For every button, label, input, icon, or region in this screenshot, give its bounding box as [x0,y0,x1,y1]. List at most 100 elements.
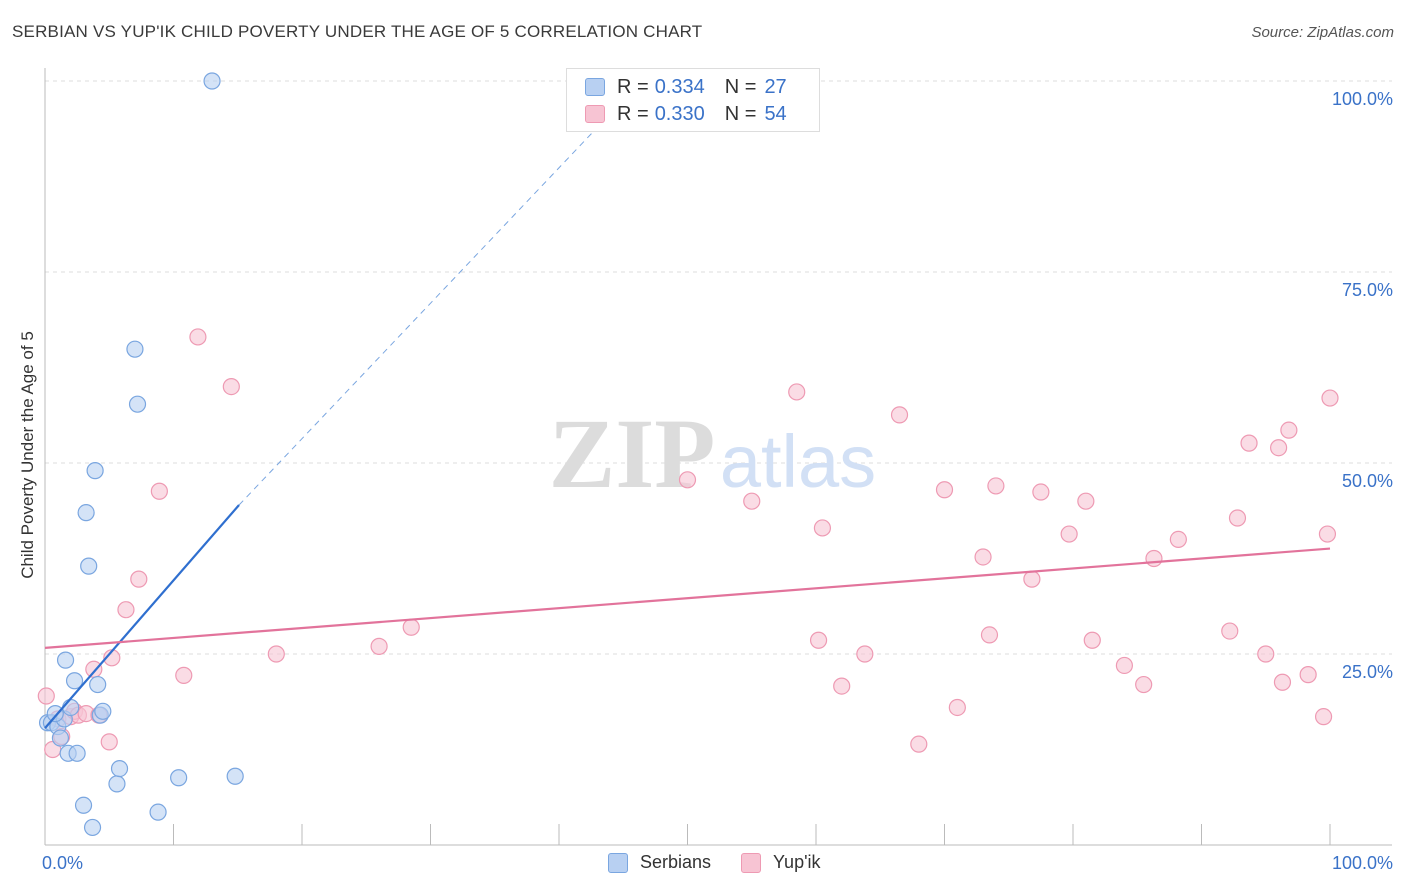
point-yupik-35[interactable] [1023,570,1041,588]
point-yupik-27[interactable] [856,645,874,663]
point-yupik-21[interactable] [678,471,697,489]
point-yupik-40[interactable] [1115,656,1134,675]
point-serbians-17[interactable] [94,702,112,720]
source-label: Source: ZipAtlas.com [1251,24,1394,41]
tick-label-layer: 25.0% 50.0% 75.0% 100.0% 0.0% 100.0% [42,89,1393,873]
point-yupik-0[interactable] [37,687,55,705]
bottom-legend-swatch-serbians [608,852,628,873]
legend-n-value-yupik: 54 [764,102,787,125]
point-yupik-30[interactable] [935,481,954,499]
trendline-yupik [44,547,1331,649]
point-serbians-7[interactable] [62,698,80,717]
bottom-legend-swatch-yupik [741,852,762,873]
point-yupik-28[interactable] [890,406,909,424]
chart-title: SERBIAN VS YUP'IK CHILD POVERTY UNDER TH… [12,22,703,41]
point-yupik-10[interactable] [100,733,118,751]
point-serbians-20[interactable] [126,340,144,358]
point-yupik-15[interactable] [175,666,193,684]
legend-n-label: N = [724,102,757,125]
point-yupik-32[interactable] [974,548,992,566]
point-serbians-10[interactable] [74,796,93,814]
bottom-legend-label-serbians: Serbians [640,852,712,872]
legend-box: R = 0.334 N = 27 R = 0.330 N = 54 [566,68,820,132]
point-serbians-3[interactable] [51,729,70,747]
point-yupik-29[interactable] [910,735,928,753]
point-yupik-17[interactable] [222,378,240,396]
point-serbians-5[interactable] [56,651,75,669]
legend-r-value-yupik: 0.330 [654,102,705,125]
x-tick-label-min: 0.0% [42,853,83,873]
point-yupik-37[interactable] [1060,525,1078,543]
bottom-legend-yupik: Yup'ik [741,852,821,873]
point-yupik-23[interactable] [788,383,806,401]
watermark-atlas: atlas [720,420,876,503]
point-yupik-14[interactable] [150,482,168,500]
point-yupik-46[interactable] [1240,434,1258,452]
points-layer [37,72,1339,837]
bottom-legend: Serbians Yup'ik [608,852,851,873]
trendline-serbians [44,504,240,729]
y-tick-label-1: 50.0% [1342,471,1393,491]
point-yupik-54[interactable] [1321,389,1339,407]
point-yupik-45[interactable] [1228,509,1247,527]
legend-r-value-serbians: 0.334 [654,75,705,98]
point-serbians-23[interactable] [170,769,188,787]
point-yupik-38[interactable] [1077,492,1095,510]
point-yupik-13[interactable] [130,570,148,588]
point-yupik-42[interactable] [1145,549,1163,568]
point-yupik-34[interactable] [987,477,1005,495]
point-serbians-9[interactable] [68,744,86,762]
point-yupik-33[interactable] [980,626,999,644]
point-yupik-25[interactable] [813,519,832,537]
point-yupik-16[interactable] [189,328,207,346]
point-yupik-26[interactable] [833,677,851,695]
point-serbians-12[interactable] [80,557,98,575]
point-yupik-18[interactable] [267,645,285,663]
legend-swatch-serbians [585,78,605,96]
legend-n-label: N = [724,75,757,98]
y-axis-label: Child Poverty Under the Age of 5 [18,331,37,579]
point-serbians-14[interactable] [86,462,104,480]
point-serbians-22[interactable] [149,803,167,821]
legend-r-label: R = [617,102,649,125]
point-yupik-53[interactable] [1318,525,1337,543]
point-yupik-36[interactable] [1032,483,1050,501]
trendline-serbians-extension [238,99,624,506]
point-yupik-24[interactable] [809,631,828,649]
grid-layer [45,80,1392,655]
point-yupik-39[interactable] [1083,631,1101,649]
point-serbians-15[interactable] [89,675,107,694]
axis-layer [44,68,1392,846]
watermark: ZIP atlas [549,398,877,509]
point-serbians-24[interactable] [203,72,221,90]
point-serbians-13[interactable] [83,818,102,837]
point-yupik-8[interactable] [85,660,103,678]
point-yupik-48[interactable] [1269,439,1288,457]
point-yupik-19[interactable] [370,637,388,655]
point-yupik-52[interactable] [1314,708,1333,726]
point-serbians-19[interactable] [110,759,129,778]
point-yupik-47[interactable] [1257,645,1275,663]
y-tick-label-3: 100.0% [1332,89,1393,109]
point-yupik-43[interactable] [1169,530,1187,549]
point-serbians-18[interactable] [108,775,126,793]
legend-r-label: R = [617,75,649,98]
legend-row-serbians: R = 0.334 N = 27 [585,75,787,99]
point-yupik-20[interactable] [402,618,420,636]
point-serbians-26[interactable] [46,704,64,723]
point-yupik-12[interactable] [117,601,135,619]
point-serbians-21[interactable] [128,395,147,413]
point-yupik-31[interactable] [948,698,966,717]
point-yupik-51[interactable] [1299,666,1317,684]
point-serbians-8[interactable] [65,672,84,690]
point-yupik-50[interactable] [1280,421,1298,439]
legend-swatch-yupik [585,105,605,123]
point-yupik-44[interactable] [1221,622,1239,640]
point-yupik-22[interactable] [743,492,761,510]
point-yupik-49[interactable] [1273,673,1292,691]
point-serbians-25[interactable] [226,767,244,785]
point-serbians-11[interactable] [77,504,95,522]
point-yupik-41[interactable] [1135,675,1153,694]
legend-row-yupik: R = 0.330 N = 54 [585,102,787,126]
